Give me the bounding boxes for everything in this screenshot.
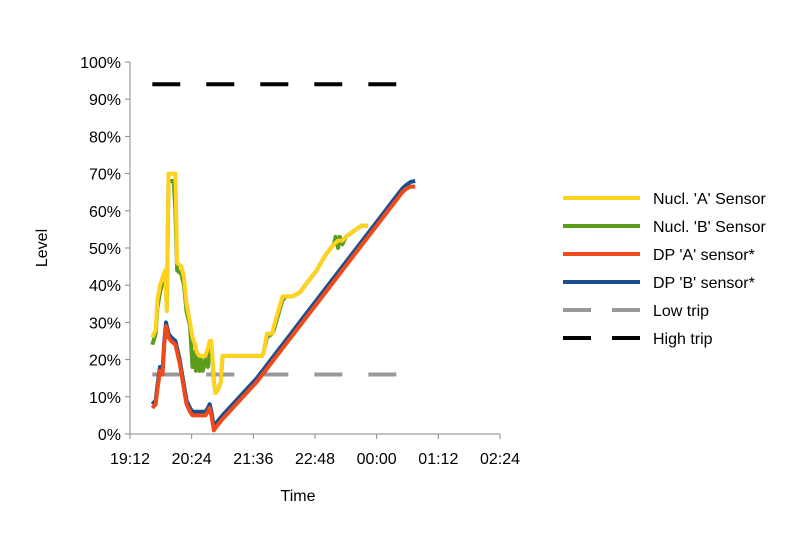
y-tick-label: 100%: [80, 55, 121, 72]
y-tick-label: 30%: [89, 315, 121, 332]
y-tick-label: 70%: [89, 167, 121, 184]
y-axis-title: Level: [34, 229, 51, 267]
plot-series: [150, 82, 416, 433]
x-axis-ticks: 19:12 20:24 21:36 22:48 00:00 01:12 02:24: [110, 434, 520, 468]
series-line-2: [150, 184, 416, 433]
legend-label-4: Low trip: [653, 303, 709, 320]
axes: [129, 62, 500, 435]
legend: Nucl. 'A' Sensor Nucl. 'B' Sensor DP 'A' s…: [563, 191, 766, 348]
legend-label-1: Nucl. 'B' Sensor: [653, 219, 766, 236]
x-tick-label: 20:24: [172, 451, 212, 468]
x-tick-label: 19:12: [110, 451, 150, 468]
x-tick-label: 01:12: [418, 451, 458, 468]
legend-label-5: High trip: [653, 331, 713, 348]
y-tick-label: 80%: [89, 129, 121, 146]
y-tick-label: 20%: [89, 353, 121, 370]
legend-label-0: Nucl. 'A' Sensor: [653, 191, 766, 208]
y-tick-label: 0%: [98, 427, 121, 444]
series-line-3: [150, 179, 416, 429]
x-axis-title: Time: [281, 488, 316, 505]
y-tick-label: 10%: [89, 390, 121, 407]
y-tick-label: 60%: [89, 204, 121, 221]
x-tick-label: 22:48: [295, 451, 335, 468]
legend-label-2: DP 'A' sensor*: [653, 247, 755, 264]
y-tick-label: 40%: [89, 278, 121, 295]
legend-label-3: DP 'B' sensor*: [653, 275, 755, 292]
y-tick-label: 50%: [89, 241, 121, 258]
y-axis-ticks: 0% 10% 20% 30% 40% 50% 60% 70% 80% 90% 100%: [80, 55, 130, 444]
x-tick-label: 21:36: [233, 451, 273, 468]
y-tick-label: 90%: [89, 92, 121, 109]
x-tick-label: 00:00: [357, 451, 397, 468]
series-line-0: [150, 171, 369, 396]
x-tick-label: 02:24: [480, 451, 520, 468]
